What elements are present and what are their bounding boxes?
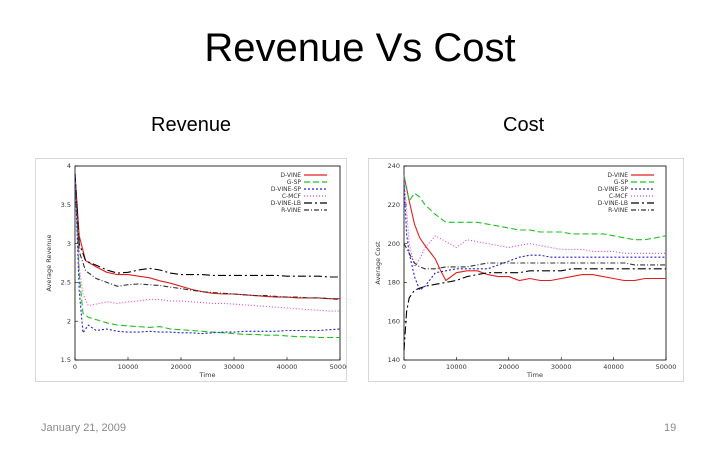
x-tick-label: 30000 — [551, 363, 572, 371]
y-tick-label: 3.5 — [61, 201, 71, 209]
legend-label: G-SP — [614, 179, 629, 186]
x-tick-label: 10000 — [446, 363, 467, 371]
y-tick-label: 1.5 — [61, 356, 71, 364]
legend-label: G-SP — [287, 179, 302, 186]
y-tick-label: 3 — [67, 240, 71, 248]
x-tick-label: 40000 — [277, 363, 298, 371]
slide-title: Revenue Vs Cost — [204, 26, 516, 70]
x-tick-label: 40000 — [603, 363, 624, 371]
series-line-d-vine-lb — [74, 173, 340, 278]
legend-label: C-MCF — [282, 193, 302, 200]
x-tick-label: 0 — [73, 363, 77, 371]
legend-label: C-MCF — [609, 193, 629, 200]
y-axis-label: Average Cost — [374, 241, 382, 285]
chart-frame — [368, 158, 684, 382]
chart-frame — [35, 158, 347, 382]
series-line-g-sp — [74, 173, 340, 339]
y-tick-label: 220 — [388, 201, 400, 209]
y-tick-label: 140 — [388, 356, 400, 364]
series-line-d-vine — [403, 175, 666, 282]
revenue-chart: 0 10000 20000 30000 40000 50000 1.5 2 2.5 3 3.5 4 Ti… — [35, 158, 347, 382]
legend-label: D-VINE-LB — [598, 200, 628, 207]
y-tick-label: 4 — [67, 162, 71, 170]
legend-label: R-VINE — [608, 207, 628, 214]
y-tick-label: 180 — [388, 279, 400, 287]
x-tick-label: 10000 — [118, 363, 139, 371]
x-axis-label: Time — [199, 371, 216, 379]
series-line-d-vine-sp — [403, 181, 666, 292]
cost-panel-title: Cost — [503, 114, 545, 136]
series-line-d-vine-lb — [403, 268, 666, 351]
y-tick-label: 160 — [388, 317, 400, 325]
series-line-r-vine — [403, 243, 666, 270]
y-axis-label: Average Revenue — [45, 234, 53, 291]
footer-date: January 21, 2009 — [41, 422, 127, 434]
plot-area — [403, 165, 667, 361]
y-tick-label: 240 — [388, 162, 400, 170]
series-line-g-sp — [403, 175, 667, 241]
legend-label: R-VINE — [281, 207, 301, 214]
x-tick-label: 30000 — [224, 363, 245, 371]
y-tick-label: 200 — [388, 240, 400, 248]
cost-chart: 0 10000 20000 30000 40000 50000 140 160 180 200 22… — [368, 158, 684, 382]
x-axis-label: Time — [526, 371, 543, 379]
series-line-r-vine — [74, 173, 341, 301]
series-line-c-mcf — [403, 175, 666, 269]
plot-area — [74, 165, 341, 361]
y-tick-label: 2.5 — [61, 279, 71, 287]
page-number: 19 — [664, 422, 677, 434]
x-tick-label: 20000 — [498, 363, 519, 371]
legend-label: D-VINE — [280, 172, 301, 179]
y-tick-label: 2 — [67, 317, 71, 325]
x-tick-label: 50000 — [656, 363, 677, 371]
legend-label: D-VINE-SP — [271, 186, 302, 193]
x-tick-label: 20000 — [171, 363, 192, 371]
x-tick-label: 0 — [402, 363, 406, 371]
revenue-panel-title: Revenue — [151, 114, 232, 136]
x-tick-label: 50000 — [330, 363, 347, 371]
legend-label: D-VINE-LB — [271, 200, 301, 207]
legend-label: D-VINE — [607, 172, 628, 179]
legend-label: D-VINE-SP — [598, 186, 629, 193]
